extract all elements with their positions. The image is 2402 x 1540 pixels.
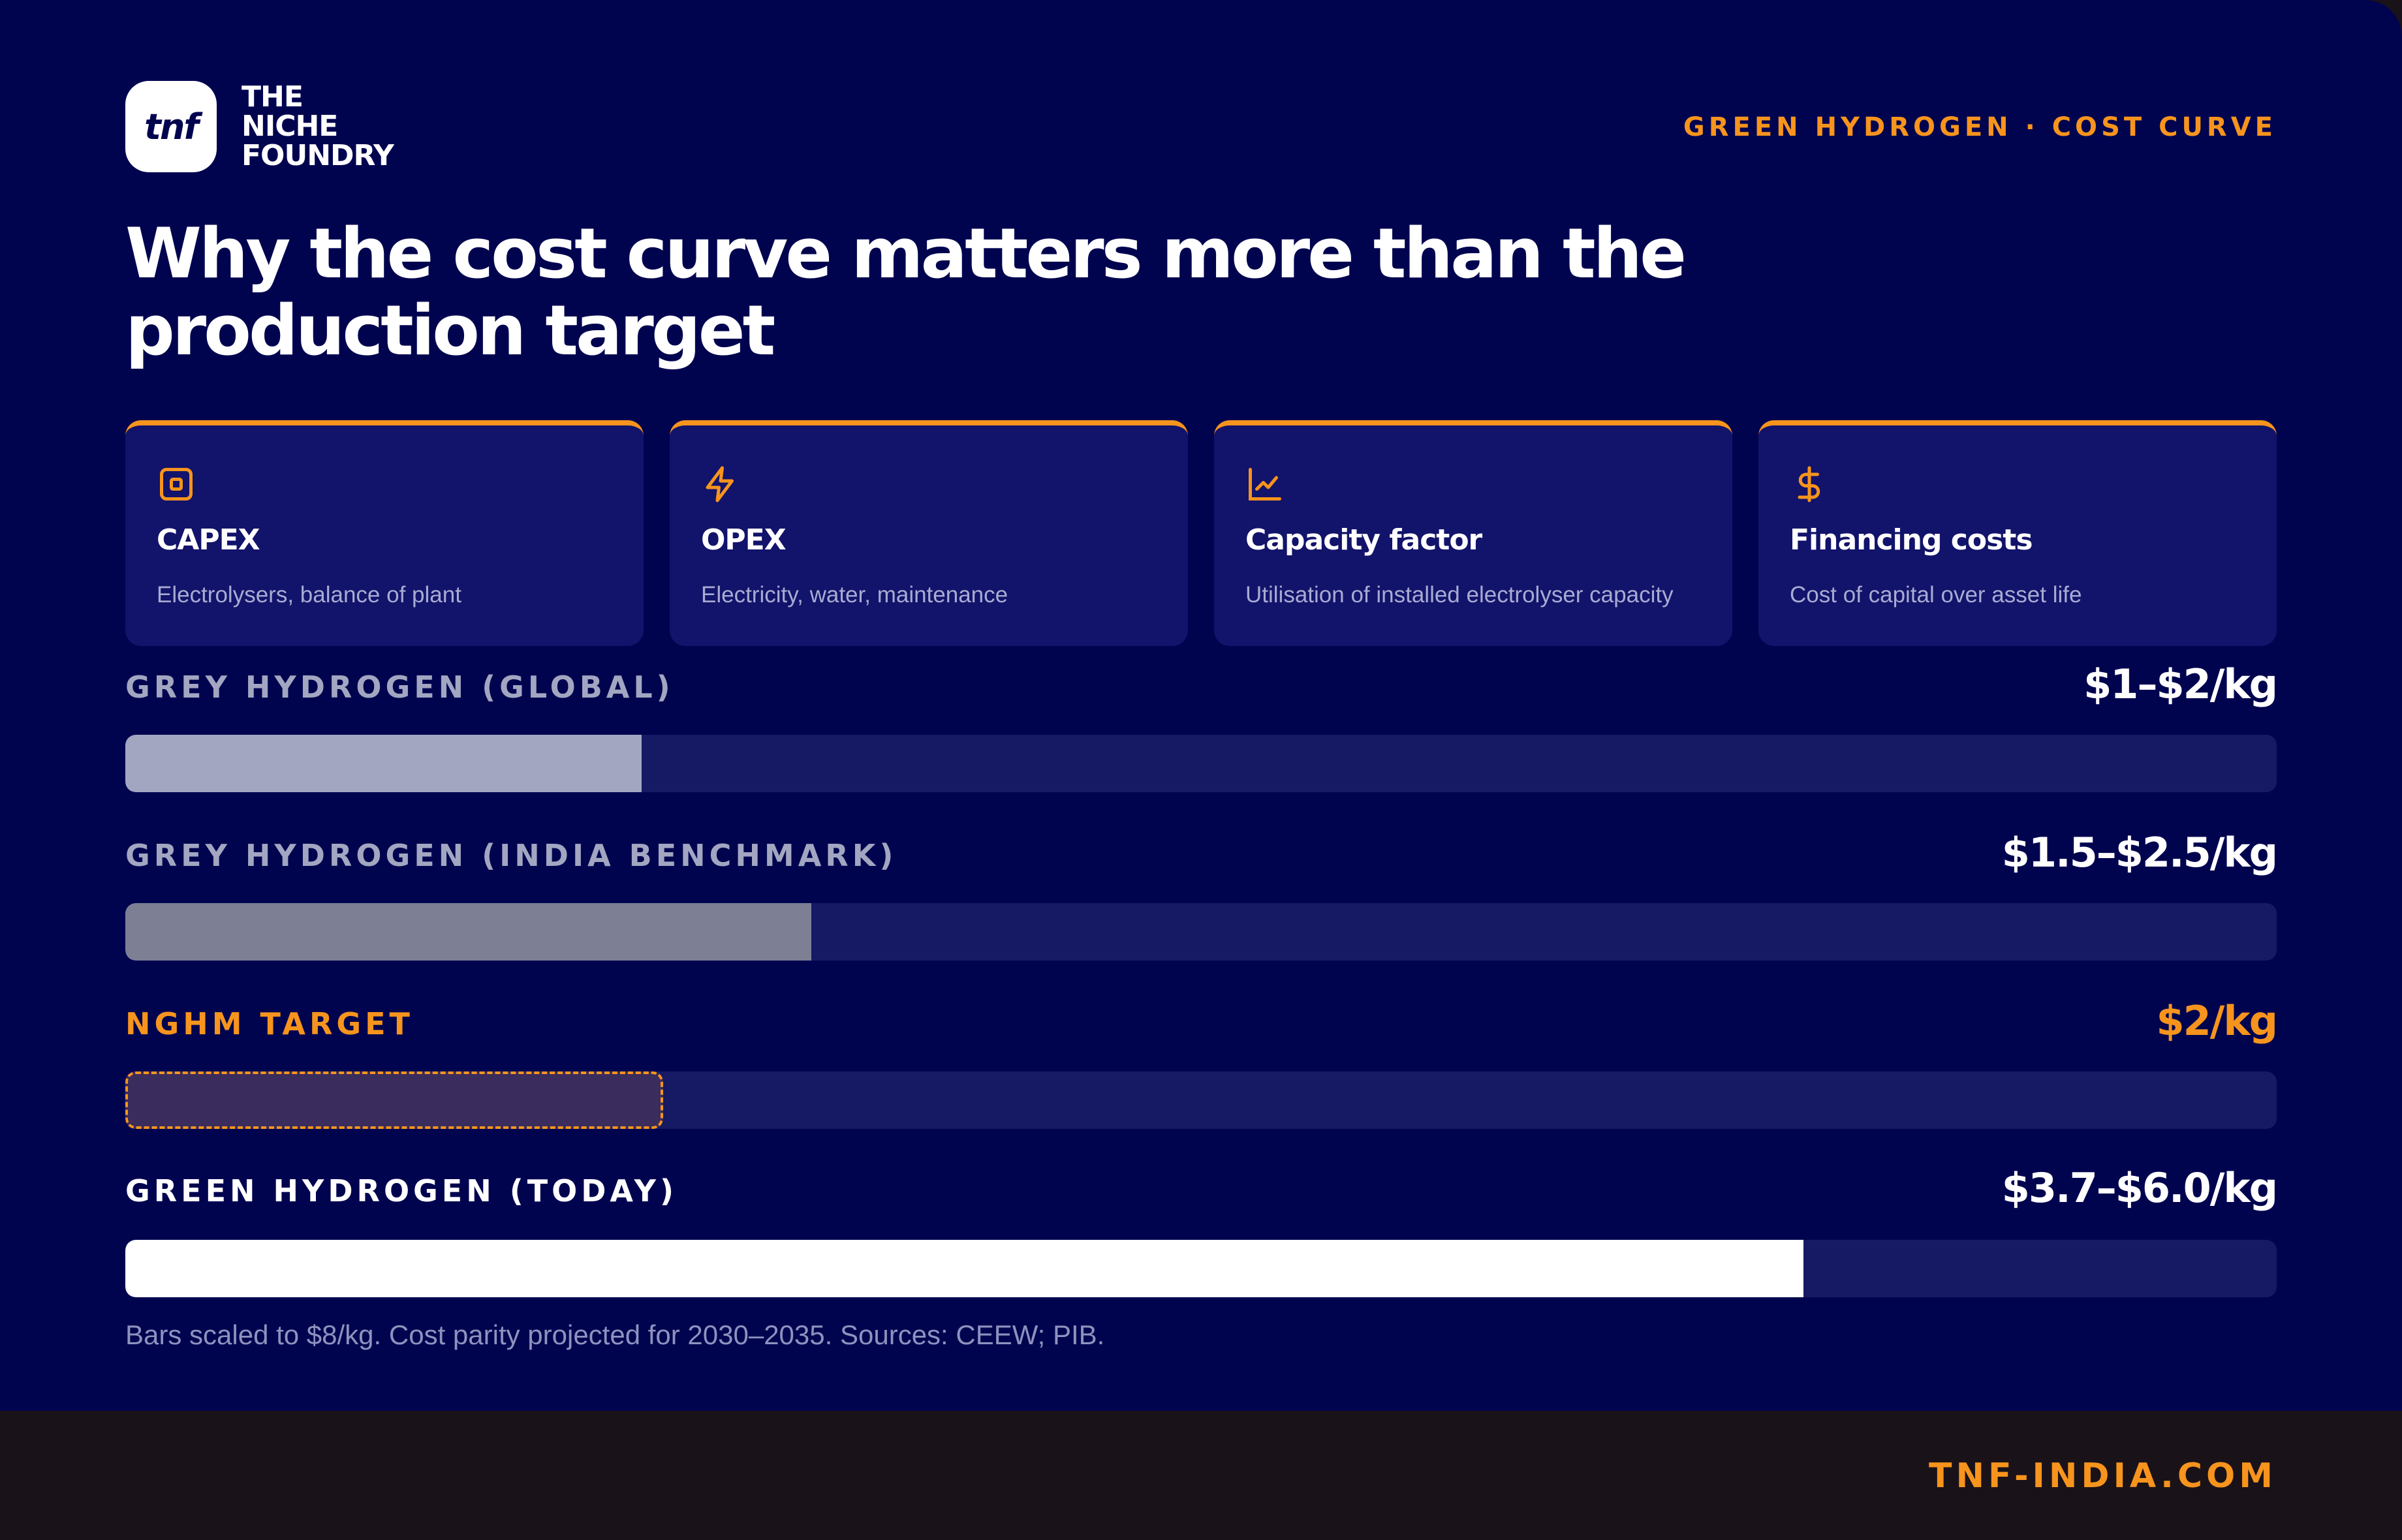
factor-card-capex: CAPEX Electrolysers, balance of plant [125,420,644,646]
chart-footnote: Bars scaled to $8/kg. Cost parity projec… [125,1319,1105,1350]
bar-track [125,735,2277,792]
factor-description: Cost of capital over asset life [1790,582,2082,608]
brand-name-line: THE [242,80,304,114]
brand-name-line: NICHE [242,110,338,143]
factor-title: OPEX [701,523,787,557]
brand-name-line: FOUNDRY [242,139,394,172]
bar-label-grey-global: GREY HYDROGEN (GLOBAL) [125,670,674,705]
bar-green-today [125,1240,1803,1297]
factor-card-opex: OPEX Electricity, water, maintenance [670,420,1188,646]
factor-card-financing-costs: Financing costs Cost of capital over ass… [1758,420,2277,646]
main-panel: tnf THE NICHE FOUNDRY GREEN HYDROGEN · C… [0,0,2402,1411]
factor-title: Capacity factor [1245,523,1482,557]
bar-grey-global [125,735,642,792]
bar-value-green-today: $3.7–$6.0/kg [2001,1164,2278,1212]
bar-track [125,1071,2277,1129]
factor-description: Electrolysers, balance of plant [157,582,461,608]
line-chart-icon [1249,468,1281,501]
lightning-icon [706,466,734,502]
bar-track [125,1240,2277,1297]
bar-value-grey-india: $1.5–$2.5/kg [2001,829,2278,876]
factor-description: Utilisation of installed electrolyser ca… [1245,582,1674,608]
brand-logo: tnf [125,81,217,172]
factor-card-capacity-factor: Capacity factor Utilisation of installed… [1214,420,1732,646]
section-kicker: GREEN HYDROGEN · COST CURVE [1683,112,2277,142]
chip-icon [160,468,193,501]
bar-label-nghm-target: NGHM TARGET [125,1006,414,1041]
bar-grey-india [125,903,811,961]
bar-track [125,903,2277,961]
factor-title: Financing costs [1790,523,2033,557]
dollar-icon [1798,466,1820,502]
bar-value-nghm-target: $2/kg [2156,997,2278,1045]
bar-label-green-today: GREEN HYDROGEN (TODAY) [125,1173,678,1209]
logo-mark: tnf [144,106,199,147]
brand-name: THE NICHE FOUNDRY [242,82,476,170]
bar-label-grey-india: GREY HYDROGEN (INDIA BENCHMARK) [125,838,897,873]
bar-nghm-target [125,1071,663,1129]
site-url[interactable]: TNF-INDIA.COM [1929,1456,2277,1496]
bar-value-grey-global: $1–$2/kg [2083,660,2278,708]
factor-title: CAPEX [157,523,260,557]
page-title: Why the cost curve matters more than the… [125,213,1687,371]
factor-description: Electricity, water, maintenance [701,582,1008,608]
